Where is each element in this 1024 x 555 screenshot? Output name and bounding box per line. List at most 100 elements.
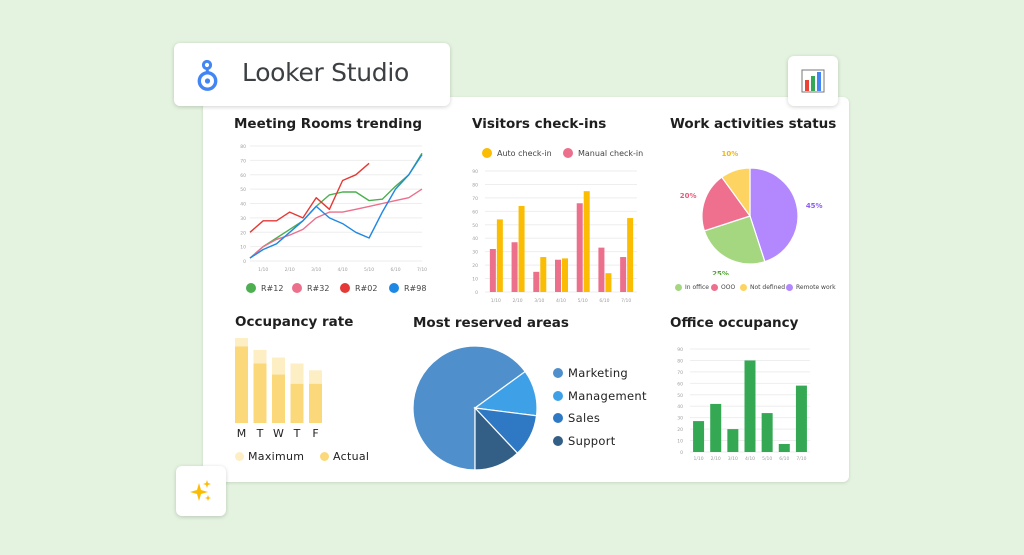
bar-auto: [583, 191, 590, 292]
bar-manual: [598, 247, 605, 292]
y-tick-label: 10: [472, 277, 478, 283]
x-tick-label: 1/10: [694, 456, 704, 462]
x-tick-label: F: [312, 427, 318, 440]
x-tick-label: 7/10: [796, 456, 806, 462]
office-occupancy-bar-chart: 0 10 20 30 40 50 60 70 80 90 1/10 2/10 3/10 4/10 5/10 6…: [677, 347, 810, 462]
x-tick-label: 3/10: [311, 267, 321, 273]
legend-label-maximum: Maximum: [248, 450, 305, 463]
legend-dot-auto: [482, 148, 492, 158]
legend-dot-sales: [553, 413, 563, 423]
legend-dot-marketing: [553, 368, 563, 378]
y-tick-label: 30: [677, 416, 683, 422]
series-line-r98: [249, 154, 423, 259]
x-tick-label: T: [293, 427, 301, 440]
bar-manual: [489, 248, 496, 292]
legend-dot-not-defined: [740, 284, 747, 291]
x-tick-label: 4/10: [338, 267, 348, 273]
legend-label-manual: Manual check-in: [578, 149, 644, 158]
y-tick-label: 10: [240, 245, 246, 251]
bar-auto: [518, 205, 525, 292]
meeting-rooms-title: Meeting Rooms trending: [234, 116, 422, 132]
bar-manual: [533, 271, 540, 292]
report-badge[interactable]: [788, 56, 838, 106]
work-slice-in-office: [703, 215, 766, 265]
y-tick-label: 0: [243, 259, 246, 265]
legend-dot-r98: [389, 283, 399, 293]
y-tick-label: 40: [240, 202, 246, 208]
looker-studio-logo-icon: [197, 59, 218, 91]
legend-label-r98: R#98: [404, 284, 427, 293]
y-tick-label: 40: [677, 404, 683, 410]
bar-auto: [627, 218, 634, 292]
bar-manual: [620, 257, 627, 292]
pie-label-in-office: 25%: [712, 270, 729, 275]
pie-label-remote-work: 45%: [806, 202, 823, 210]
ai-assist-badge[interactable]: [176, 466, 226, 516]
reserved-areas-title: Most reserved areas: [413, 315, 569, 331]
sparkles-icon: [190, 480, 211, 501]
legend-label-r12: R#12: [261, 284, 284, 293]
x-tick-label: 3/10: [534, 298, 544, 304]
reserved-areas-pie-chart: [412, 345, 538, 471]
x-tick-label: 2/10: [285, 267, 295, 273]
x-tick-label: 1/10: [491, 298, 501, 304]
x-tick-label: 5/10: [578, 298, 588, 304]
x-tick-label: W: [273, 427, 284, 440]
x-tick-label: 6/10: [779, 456, 789, 462]
x-tick-label: M: [237, 427, 247, 440]
x-tick-label: 6/10: [390, 267, 400, 273]
legend-label-marketing: Marketing: [568, 366, 629, 380]
x-tick-label: 5/10: [364, 267, 374, 273]
legend-dot-manual: [563, 148, 573, 158]
occupancy-rate-title: Occupancy rate: [235, 314, 354, 330]
series-line-r02: [249, 162, 370, 233]
bar-actual: [290, 383, 304, 423]
y-tick-label: 60: [677, 381, 683, 387]
series-line-r12: [249, 152, 423, 259]
areas-slice-support: [474, 406, 519, 471]
y-tick-label: 40: [472, 236, 478, 242]
bar-manual: [555, 259, 561, 292]
y-tick-label: 90: [677, 347, 683, 353]
legend-dot-ooo: [711, 284, 718, 291]
y-tick-label: 70: [677, 370, 683, 376]
x-tick-label: 4/10: [745, 456, 755, 462]
bar-auto: [496, 219, 503, 292]
y-tick-label: 30: [472, 250, 478, 256]
work-slice-remote-work: [749, 167, 799, 263]
y-tick-label: 80: [677, 358, 683, 364]
legend-dot-r32: [292, 283, 302, 293]
bar-occupancy: [761, 413, 773, 452]
y-tick-label: 80: [472, 182, 478, 188]
bar-occupancy: [744, 360, 756, 452]
visitors-bar-chart: 0 10 20 30 40 50 60 70 80 90 1/10 2/10 3/10 4/10 5/10 6…: [472, 169, 637, 304]
y-tick-label: 90: [472, 169, 478, 175]
bar-occupancy: [727, 429, 739, 452]
y-tick-label: 70: [240, 158, 246, 164]
y-tick-label: 0: [475, 290, 478, 296]
legend-label-not-defined: Not defined: [750, 284, 786, 291]
x-tick-label: 4/10: [556, 298, 566, 304]
legend-dot-remote-work: [786, 284, 793, 291]
legend-dot-in-office: [675, 284, 682, 291]
bar-occupancy: [710, 403, 722, 452]
x-tick-label: 1/10: [258, 267, 268, 273]
x-tick-label: 2/10: [513, 298, 523, 304]
legend-dot-actual: [320, 452, 329, 461]
x-tick-label: 6/10: [599, 298, 609, 304]
areas-slice-marketing: [412, 345, 526, 471]
x-tick-label: 7/10: [417, 267, 427, 273]
y-tick-label: 20: [240, 230, 246, 236]
y-tick-label: 20: [472, 263, 478, 269]
x-tick-label: 2/10: [711, 456, 721, 462]
bar-auto: [605, 273, 612, 292]
legend-dot-maximum: [235, 452, 244, 461]
legend-label-support: Support: [568, 434, 616, 448]
y-tick-label: 50: [677, 393, 683, 399]
legend-label-actual: Actual: [333, 450, 370, 463]
bar-actual: [253, 363, 267, 423]
pie-label-not-defined: 10%: [722, 150, 739, 158]
bar-actual: [272, 374, 285, 423]
legend-label-r32: R#32: [307, 284, 330, 293]
app-name: Looker Studio: [242, 58, 409, 87]
